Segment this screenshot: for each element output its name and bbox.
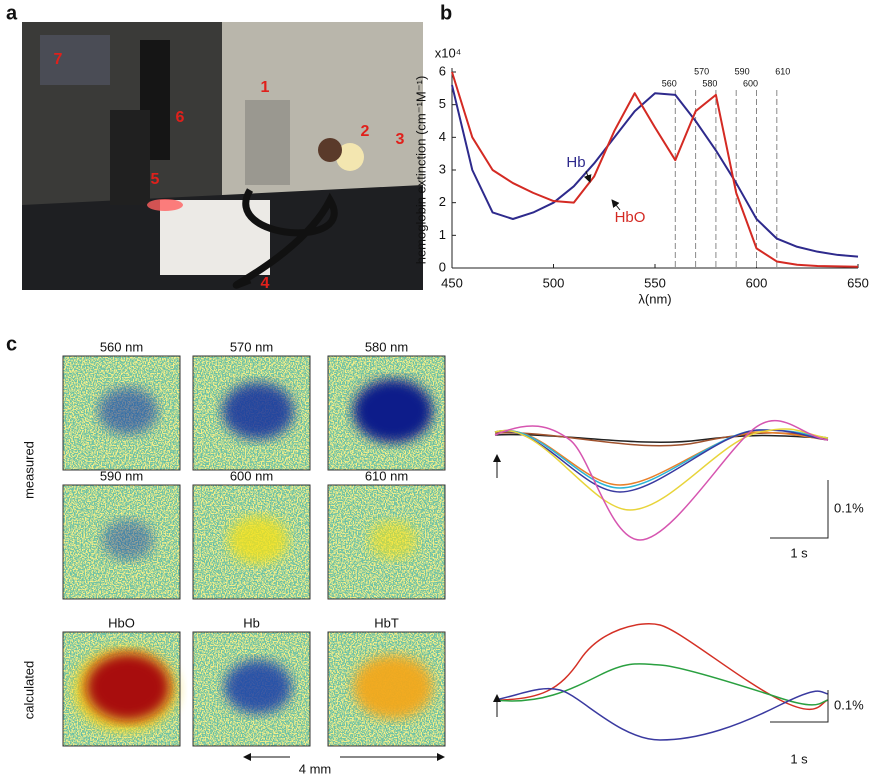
y-tick-label: 6	[439, 63, 446, 78]
trace	[494, 432, 829, 447]
x-tick-label: 500	[543, 275, 565, 290]
scale-bar	[770, 690, 829, 723]
map-blob	[102, 519, 154, 561]
trace	[494, 419, 829, 541]
map-title: 610 nm	[365, 468, 408, 483]
map-title: 580 nm	[365, 339, 408, 354]
map-title: HbT	[374, 615, 399, 630]
label-arrow	[611, 199, 621, 211]
map-title: 590 nm	[100, 468, 143, 483]
photo-label: 2	[361, 123, 370, 140]
x-tick-label: 650	[847, 275, 869, 290]
x-tick-label: 450	[441, 275, 463, 290]
series-label: Hb	[566, 154, 585, 171]
y-axis-title: hemoglobin extinction (cm⁻¹M⁻¹)	[413, 76, 428, 265]
trace	[494, 429, 829, 486]
map-blob	[353, 379, 433, 443]
map-frame	[62, 355, 181, 471]
label-arrow	[583, 170, 592, 183]
map-title: 600 nm	[230, 468, 273, 483]
map-title: 560 nm	[100, 339, 143, 354]
map-title: HbO	[108, 615, 135, 630]
map-frame	[192, 355, 311, 471]
map-title: Hb	[243, 615, 260, 630]
wavelength-marker-label: 590	[735, 66, 750, 76]
time-scale-label: 1 s	[790, 545, 808, 560]
photo-label: 1	[261, 79, 270, 96]
y-tick-label: 2	[439, 194, 446, 209]
panel-letter: c	[6, 333, 17, 355]
x-axis-title: λ(nm)	[638, 291, 671, 306]
series-line	[451, 71, 859, 268]
photo-label: 4	[261, 275, 270, 292]
trace	[494, 623, 829, 711]
time-scale-label: 1 s	[790, 751, 808, 766]
series-line	[451, 84, 859, 258]
photo	[22, 22, 423, 290]
spectrum-chart: 0 1 2 3 4 5 6 450 500 550 600 650 560 570 580 590 600 610…	[413, 45, 868, 306]
map-blob	[86, 653, 170, 721]
wavelength-marker-label: 600	[743, 78, 758, 88]
map-frame	[327, 355, 446, 471]
map-blob	[222, 382, 294, 440]
photo-label: 5	[151, 171, 160, 188]
trace	[494, 687, 829, 741]
panel-letter: a	[6, 2, 18, 24]
panel-letter: b	[440, 2, 452, 24]
map-frame	[62, 631, 181, 747]
trace	[494, 433, 829, 444]
row-label: calculated	[21, 661, 36, 720]
map-blob	[353, 655, 433, 719]
map-frame	[62, 484, 181, 600]
y-tick-label: 1	[439, 227, 446, 242]
trace	[494, 429, 829, 493]
map-frame	[192, 631, 311, 747]
scale-bar	[770, 480, 829, 539]
trace	[494, 428, 829, 511]
map-blob	[224, 659, 292, 715]
y-tick-label: 0	[439, 259, 446, 274]
map-frame	[327, 484, 446, 600]
x-tick-label: 600	[746, 275, 768, 290]
trace	[494, 429, 829, 489]
photo-label: 7	[54, 51, 63, 68]
map-blob	[98, 387, 158, 435]
y-tick-label: 3	[439, 161, 446, 176]
y-tick-label: 4	[439, 129, 446, 144]
photo-label: 3	[396, 131, 405, 148]
wavelength-marker-label: 580	[702, 78, 717, 88]
y-tick-label: 5	[439, 96, 446, 111]
amplitude-scale-label: 0.1%	[834, 500, 864, 515]
wavelength-marker-label: 560	[662, 78, 677, 88]
x-tick-label: 550	[644, 275, 666, 290]
series-label: HbO	[615, 209, 646, 226]
trace	[494, 663, 829, 706]
map-frame	[192, 484, 311, 600]
wavelength-marker-label: 610	[775, 66, 790, 76]
wavelength-marker-label: 570	[694, 66, 709, 76]
map-blob	[228, 516, 288, 564]
scale-label: 4 mm	[299, 761, 332, 776]
traces: 0.1% 1 s 0.1% 1 s	[493, 419, 864, 766]
amplitude-scale-label: 0.1%	[834, 697, 864, 712]
y-multiplier: x10⁴	[435, 45, 462, 60]
map-title: 570 nm	[230, 339, 273, 354]
maps: 560 nm 570 nm 580 nm 590 nm 600 nm 610 nm HbO H…	[21, 339, 446, 776]
photo-label: 6	[176, 109, 185, 126]
map-frame	[327, 631, 446, 747]
row-label: measured	[21, 441, 36, 499]
map-blob	[369, 520, 417, 560]
